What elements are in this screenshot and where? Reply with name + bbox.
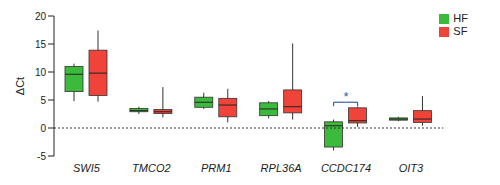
svg-text:5: 5 xyxy=(40,95,46,106)
svg-text:15: 15 xyxy=(35,39,47,50)
svg-text:10: 10 xyxy=(35,67,47,78)
svg-text:0: 0 xyxy=(40,123,46,134)
svg-text:SWI5: SWI5 xyxy=(73,162,101,174)
html-text:SF: SF xyxy=(453,25,468,37)
svg-text:PRM1: PRM1 xyxy=(201,162,232,174)
svg-text:20: 20 xyxy=(35,11,47,22)
svg-text:-5: -5 xyxy=(37,151,46,162)
svg-text:RPL36A: RPL36A xyxy=(261,162,302,174)
svg-text:ΔCt: ΔCt xyxy=(14,77,26,95)
svg-text:OIT3: OIT3 xyxy=(399,162,424,174)
svg-text:CCDC174: CCDC174 xyxy=(321,162,371,174)
svg-text:*: * xyxy=(343,89,348,104)
svg-text:TMCO2: TMCO2 xyxy=(132,162,171,174)
html-text:HF: HF xyxy=(453,12,468,24)
